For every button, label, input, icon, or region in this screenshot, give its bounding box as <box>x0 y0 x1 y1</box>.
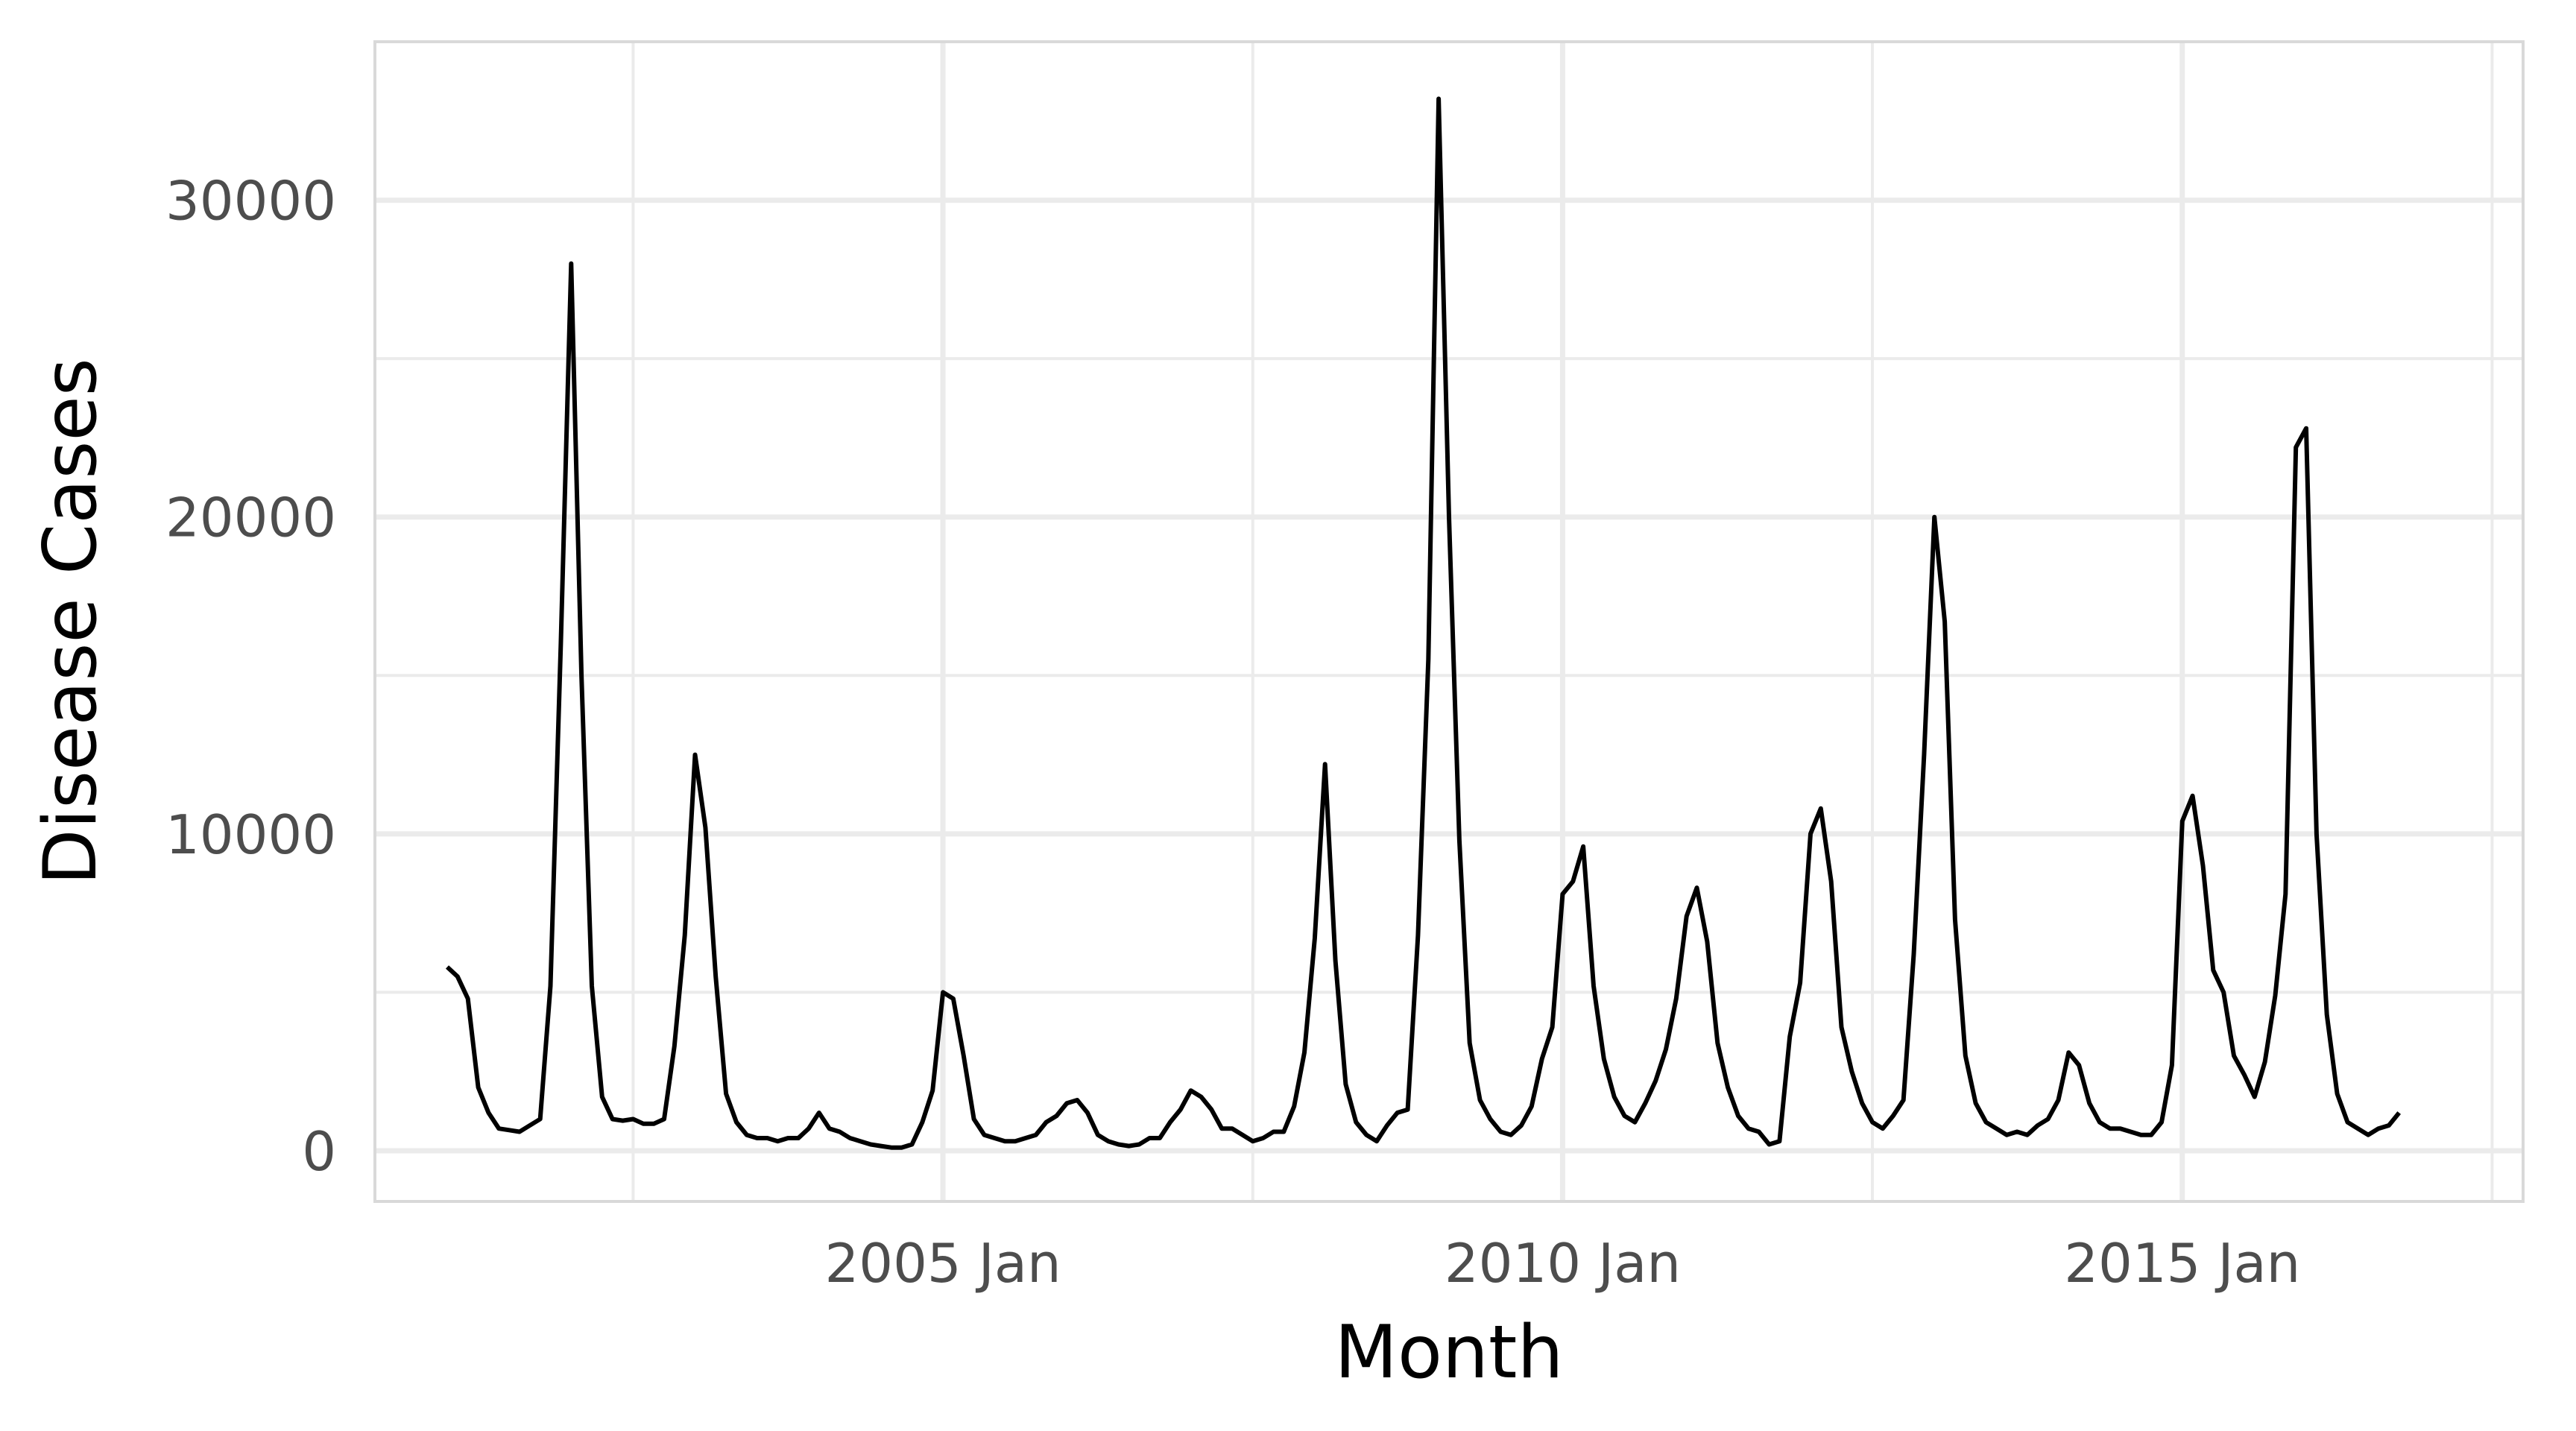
y-tick-label: 0 <box>302 1120 336 1183</box>
y-tick-label: 30000 <box>165 170 336 233</box>
x-tick-label: 2005 Jan <box>825 1232 1061 1295</box>
panel-border <box>373 40 2525 1203</box>
x-tick-label: 2015 Jan <box>2064 1232 2300 1295</box>
y-tick-label: 20000 <box>165 487 336 549</box>
y-axis-title: Disease Cases <box>28 358 113 885</box>
x-axis-tick-labels: 2005 Jan 2010 Jan 2015 Jan <box>825 1232 2301 1295</box>
y-axis-tick-labels: 0 10000 20000 30000 <box>165 170 336 1183</box>
x-tick-label: 2010 Jan <box>1445 1232 1681 1295</box>
x-axis-title: Month <box>1334 1310 1563 1395</box>
series-line <box>445 96 2402 1150</box>
y-tick-label: 10000 <box>165 803 336 866</box>
